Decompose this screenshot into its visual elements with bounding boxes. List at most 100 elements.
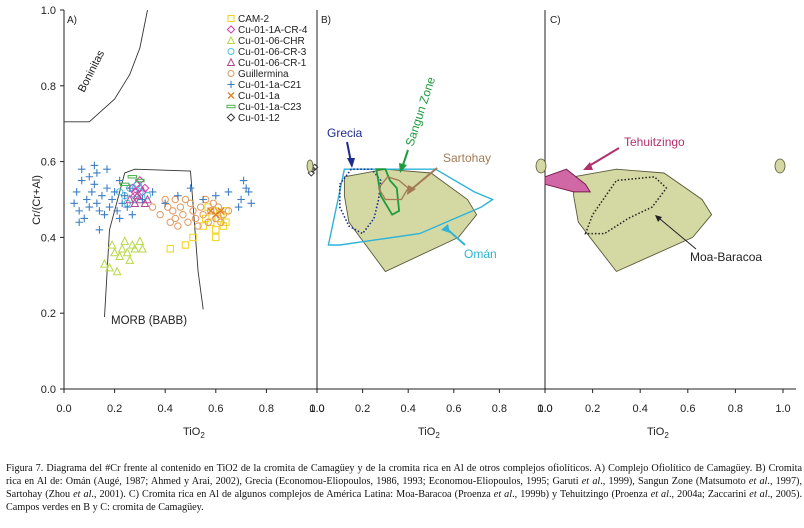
data-point-cu-01-06-cr-3 bbox=[133, 180, 142, 189]
data-point-cu-01-1a-c21 bbox=[75, 207, 83, 215]
tehuitzingo-label: Tehuitzingo bbox=[624, 135, 685, 149]
data-point-cu-01-06-cr-1 bbox=[132, 190, 142, 200]
data-point-cu-01-1a-c21 bbox=[128, 210, 137, 219]
data-point-cu-01-1a-c21 bbox=[90, 180, 99, 189]
caption-part-2: ., 1999), Sangun Zone (Matsumoto bbox=[600, 476, 749, 487]
caption-etal-6: et al bbox=[749, 489, 768, 500]
data-point-cu-01-1a-c21 bbox=[75, 218, 83, 227]
data-point-cu-01-1a bbox=[207, 207, 215, 215]
data-point-guillermina bbox=[199, 210, 207, 219]
data-point-cu-01-06-chr bbox=[127, 240, 137, 249]
legend: CAM-2Cu-01-1A-CR-4Cu-01-06-CHRCu-01-06-C… bbox=[226, 14, 308, 124]
data-point-cu-01-1a-c21 bbox=[237, 195, 245, 204]
data-point-cu-01-1a-c21 bbox=[90, 161, 99, 170]
caption-part-5: ., 1999b) y Tehuitzingo (Proenza bbox=[512, 489, 651, 500]
data-point-cu-01-1a-c21 bbox=[148, 188, 157, 196]
data-point-cu-01-1a-c21 bbox=[138, 195, 147, 204]
data-point-cu-01-06-chr bbox=[138, 243, 147, 253]
data-point-guillermina bbox=[186, 199, 195, 207]
x-tick-label: 0.2 bbox=[107, 403, 122, 415]
data-point-cu-01-1a-c21 bbox=[98, 191, 106, 200]
legend-marker bbox=[227, 92, 235, 99]
data-point-cu-01-1a-c21 bbox=[80, 214, 89, 223]
data-point-cu-01-06-cr-1 bbox=[125, 194, 135, 204]
y-axis-label: Cr/(Cr+Al) bbox=[31, 175, 43, 225]
boninitas-boundary bbox=[64, 9, 148, 123]
data-point-cu-01-1a-c21 bbox=[123, 203, 132, 211]
legend-marker bbox=[227, 70, 235, 77]
data-point-cu-01-1a-c21 bbox=[239, 176, 248, 185]
data-point-cam-2 bbox=[214, 214, 223, 223]
data-point-cu-01-1a-c21 bbox=[110, 188, 119, 196]
panel-c-label: C) bbox=[550, 15, 561, 26]
panel-b-x-label-main: TiO bbox=[418, 426, 436, 438]
data-point-guillermina bbox=[217, 218, 225, 226]
y-tick-label: 0.0 bbox=[41, 384, 56, 396]
data-point-cam-2 bbox=[222, 207, 230, 215]
legend-label: Cu-01-1A-CR-4 bbox=[238, 25, 308, 36]
data-point-cu-01-06-chr bbox=[115, 251, 125, 261]
legend-marker bbox=[226, 57, 236, 66]
y-tick-label: 0.6 bbox=[41, 157, 56, 169]
data-point-guillermina bbox=[179, 210, 187, 219]
data-point-guillermina bbox=[171, 214, 180, 223]
x-tick-label: 0.6 bbox=[208, 403, 223, 415]
data-point-cu-01-1a-c21 bbox=[85, 203, 94, 211]
data-point-guillermina bbox=[204, 218, 212, 226]
legend-label: CAM-2 bbox=[238, 14, 270, 25]
data-point-guillermina bbox=[174, 222, 182, 230]
sangun-pointer bbox=[402, 149, 409, 166]
data-point-cu-01-06-chr bbox=[105, 262, 114, 272]
caption-etal-5: et al bbox=[650, 489, 669, 500]
legend-label: Cu-01-06-CR-3 bbox=[238, 47, 307, 58]
panel-a: A) Cr/(Cr+Al) 0.00.20.40.60.81.0 0.0 0.2 0… bbox=[31, 5, 325, 440]
data-point-cu-01-1a-c23 bbox=[120, 182, 130, 187]
data-point-cu-01-06-chr bbox=[130, 243, 140, 253]
data-point-cu-01-1a-c21 bbox=[244, 188, 253, 196]
data-point-guillermina bbox=[207, 207, 215, 215]
panel-c-x-label: TiO2 bbox=[647, 426, 669, 440]
caption-etal-2: et al bbox=[748, 476, 768, 487]
figure-caption: Figura 7. Diagrama del #Cr frente al con… bbox=[6, 462, 802, 514]
data-point-cu-01-1a-c21 bbox=[113, 207, 121, 215]
caption-part-4: ., 2001). C) Cromita rica en Al de algun… bbox=[91, 489, 494, 500]
panel-b: B) 0.0 0.2 0.4 0.6 0.8 1.0 Grecia Sangun Zone… bbox=[307, 15, 553, 440]
moa-baracoa-label: Moa-Baracoa bbox=[690, 250, 762, 264]
x-tick-label: 1.0 bbox=[775, 403, 790, 415]
x-tick-label: 0.6 bbox=[446, 403, 461, 415]
data-point-cu-01-06-cr-3 bbox=[143, 192, 152, 200]
caption-part-1: Figura 7. Diagrama del #Cr frente al con… bbox=[6, 463, 802, 487]
data-point-cam-2 bbox=[189, 233, 197, 242]
data-point-guillermina bbox=[181, 195, 190, 204]
data-point-cu-01-1a-c21 bbox=[234, 203, 243, 211]
caption-part-7: ., 2005). Campos verdes en B y C: cromit… bbox=[6, 489, 803, 513]
x-tick-label: 0.2 bbox=[355, 403, 370, 415]
caption-etal-1: et al bbox=[581, 476, 601, 487]
x-tick-label: 0.0 bbox=[537, 403, 552, 415]
panel-b-x-label: TiO2 bbox=[418, 426, 440, 440]
camaguey-blob-left-c bbox=[535, 158, 547, 174]
y-tick-label: 0.8 bbox=[41, 81, 56, 93]
legend-marker bbox=[227, 80, 235, 89]
tehuitzingo-pointer-arrowhead bbox=[583, 162, 593, 170]
data-point-cu-01-1a-c21 bbox=[161, 199, 169, 208]
oman-label: Omán bbox=[464, 247, 497, 261]
data-point-cu-01-1a-c21 bbox=[82, 195, 91, 204]
legend-marker bbox=[227, 15, 235, 22]
y-tick-label: 1.0 bbox=[41, 5, 56, 17]
sangun-label: Sangun Zone bbox=[403, 75, 439, 148]
data-point-guillermina bbox=[194, 222, 202, 230]
boninitas-label: Boninitas bbox=[76, 48, 107, 94]
y-axis-ticks: 0.0 0.2 0.4 0.6 0.8 1.0 bbox=[41, 5, 64, 396]
camaguey-blob-left-b bbox=[306, 159, 314, 173]
grecia-pointer-arrowhead bbox=[347, 158, 355, 168]
tehuitzingo-pointer bbox=[588, 147, 620, 167]
data-point-cu-01-06-chr bbox=[125, 255, 135, 264]
caption-etal-3: et al bbox=[73, 489, 92, 500]
grecia-label: Grecia bbox=[327, 126, 363, 140]
data-point-guillermina bbox=[166, 218, 174, 226]
data-point-cu-01-1a-c21 bbox=[224, 188, 233, 196]
x-tick-label: 0.4 bbox=[401, 403, 416, 415]
data-point-cu-01-06-chr bbox=[110, 247, 120, 257]
data-point-cam-2 bbox=[199, 222, 207, 230]
